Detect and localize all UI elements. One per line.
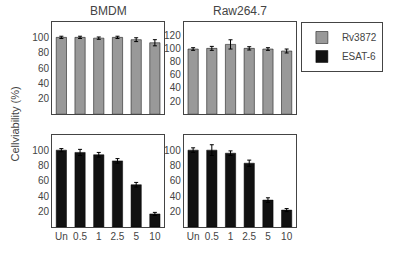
svg-text:20: 20 <box>38 93 50 104</box>
svg-text:0.5: 0.5 <box>73 231 87 242</box>
svg-text:80: 80 <box>38 47 50 58</box>
svg-text:60: 60 <box>170 175 182 186</box>
svg-text:1: 1 <box>96 231 102 242</box>
svg-text:120: 120 <box>164 30 181 41</box>
svg-text:100: 100 <box>164 43 181 54</box>
svg-text:60: 60 <box>38 175 50 186</box>
svg-text:100: 100 <box>32 32 49 43</box>
svg-text:60: 60 <box>38 63 50 74</box>
svg-text:0.5: 0.5 <box>205 231 219 242</box>
svg-text:2.5: 2.5 <box>242 231 256 242</box>
svg-text:1: 1 <box>228 231 234 242</box>
svg-text:5: 5 <box>265 231 271 242</box>
svg-text:60: 60 <box>170 69 182 80</box>
svg-text:20: 20 <box>170 96 182 107</box>
svg-text:40: 40 <box>38 191 50 202</box>
svg-text:Un: Un <box>187 231 200 242</box>
svg-text:80: 80 <box>38 160 50 171</box>
svg-text:40: 40 <box>38 78 50 89</box>
svg-text:40: 40 <box>170 82 182 93</box>
svg-text:100: 100 <box>164 145 181 156</box>
svg-text:100: 100 <box>32 145 49 156</box>
svg-text:80: 80 <box>170 160 182 171</box>
svg-text:10: 10 <box>281 231 293 242</box>
svg-text:80: 80 <box>170 56 182 67</box>
svg-text:20: 20 <box>170 206 182 217</box>
svg-text:ESAT-6: ESAT-6 <box>342 51 376 62</box>
svg-text:2.5: 2.5 <box>111 231 125 242</box>
svg-text:Raw264.7: Raw264.7 <box>213 4 267 18</box>
svg-text:Cellviability (%): Cellviability (%) <box>9 86 21 161</box>
svg-text:10: 10 <box>149 231 161 242</box>
svg-text:Rv3872: Rv3872 <box>342 32 377 43</box>
svg-text:BMDM: BMDM <box>90 4 127 18</box>
svg-text:Un: Un <box>55 231 68 242</box>
svg-text:20: 20 <box>38 206 50 217</box>
svg-text:40: 40 <box>170 191 182 202</box>
svg-text:5: 5 <box>133 231 139 242</box>
